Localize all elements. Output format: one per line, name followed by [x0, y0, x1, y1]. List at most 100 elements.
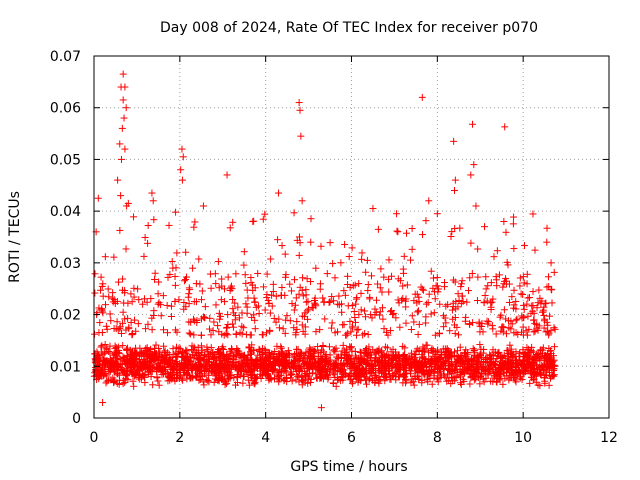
data-point — [275, 324, 283, 332]
data-point — [475, 318, 483, 326]
data-point — [466, 320, 474, 328]
data-point — [536, 370, 544, 378]
data-point — [355, 280, 363, 288]
data-point — [312, 328, 320, 336]
data-point — [353, 326, 361, 334]
data-point — [349, 360, 357, 368]
data-point — [293, 236, 301, 244]
data-point — [251, 374, 259, 382]
data-point — [326, 239, 334, 247]
data-point — [533, 304, 541, 312]
data-point — [375, 379, 383, 387]
data-point — [415, 307, 423, 315]
data-point — [414, 330, 422, 338]
data-point — [540, 324, 548, 332]
data-point — [281, 364, 289, 372]
data-point — [401, 373, 409, 381]
data-point — [399, 379, 407, 387]
data-point — [419, 231, 427, 239]
data-point — [97, 273, 105, 281]
data-point — [543, 238, 551, 246]
grid-lines — [94, 56, 609, 418]
data-point — [147, 295, 155, 303]
data-point — [302, 348, 310, 356]
data-point — [226, 224, 234, 232]
data-point — [506, 341, 514, 349]
data-point — [346, 283, 354, 291]
data-point — [263, 270, 271, 278]
data-point — [290, 324, 298, 332]
data-point — [286, 280, 294, 288]
data-point — [96, 319, 104, 327]
data-point — [508, 353, 516, 361]
data-point — [165, 356, 173, 364]
data-point — [540, 317, 548, 325]
data-point — [366, 295, 374, 303]
data-point — [357, 377, 365, 385]
data-point — [338, 308, 346, 316]
data-point — [361, 307, 369, 315]
y-tick-label: 0.07 — [50, 49, 81, 65]
data-point — [497, 367, 505, 375]
data-point — [304, 297, 312, 305]
data-point — [190, 331, 198, 339]
data-point — [258, 331, 266, 339]
data-point — [499, 283, 507, 291]
data-point — [373, 296, 381, 304]
data-point — [254, 269, 262, 277]
data-point — [462, 313, 470, 321]
data-point — [393, 227, 401, 235]
data-point — [475, 374, 483, 382]
data-point — [157, 312, 165, 320]
data-point — [255, 310, 263, 318]
data-point — [170, 351, 178, 359]
data-point — [116, 324, 124, 332]
data-point — [505, 350, 513, 358]
data-point — [510, 286, 518, 294]
data-point — [218, 344, 226, 352]
data-point — [167, 369, 175, 377]
data-point — [469, 120, 477, 128]
data-point — [269, 288, 277, 296]
data-point — [192, 373, 200, 381]
data-point — [113, 354, 121, 362]
data-point — [520, 301, 528, 309]
data-point — [501, 123, 509, 131]
data-point — [550, 371, 558, 379]
data-point — [298, 321, 306, 329]
data-point — [402, 319, 410, 327]
data-point — [207, 344, 215, 352]
data-point — [229, 323, 237, 331]
data-point — [272, 318, 280, 326]
data-point — [227, 284, 235, 292]
data-point — [383, 344, 391, 352]
data-point — [407, 325, 415, 333]
data-point — [254, 351, 262, 359]
data-point — [240, 261, 248, 269]
data-point — [293, 325, 301, 333]
data-point — [185, 356, 193, 364]
data-point — [488, 298, 496, 306]
data-point — [386, 327, 394, 335]
y-tick-label: 0.01 — [50, 359, 81, 375]
data-point — [310, 299, 318, 307]
data-point — [139, 349, 147, 357]
data-point — [380, 325, 388, 333]
data-point — [117, 192, 125, 200]
y-tick-label: 0.04 — [50, 204, 81, 220]
data-point — [229, 305, 237, 313]
data-point — [242, 279, 250, 287]
data-point — [453, 323, 461, 331]
data-point — [210, 378, 218, 386]
data-point — [290, 363, 298, 371]
data-point — [408, 312, 416, 320]
data-point — [454, 347, 462, 355]
data-point — [114, 365, 122, 373]
data-point — [212, 280, 220, 288]
data-point — [281, 291, 289, 299]
data-point — [288, 370, 296, 378]
data-point — [241, 271, 249, 279]
data-point — [198, 287, 206, 295]
data-point — [388, 307, 396, 315]
data-point — [103, 325, 111, 333]
